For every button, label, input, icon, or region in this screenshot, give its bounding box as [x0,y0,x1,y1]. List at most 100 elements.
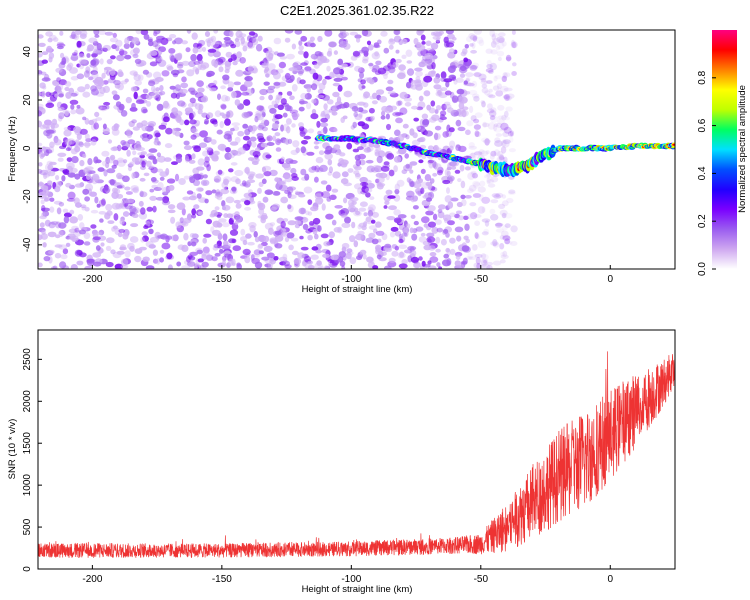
heatmap-noise-cell [398,38,404,46]
heatmap-noise-cell [187,254,193,260]
heatmap-noise-cell [57,157,64,162]
heatmap-noise-cell [499,209,508,216]
heatmap-noise-cell [497,118,505,125]
heatmap-noise-cell [217,169,223,175]
heatmap-noise-cell [233,81,241,86]
heatmap-noise-cell [218,56,226,63]
heatmap-noise-cell [426,197,432,202]
heatmap-noise-cell [191,111,196,118]
heatmap-noise-cell [224,63,231,71]
heatmap-noise-cell [480,150,489,157]
heatmap-noise-cell [204,198,209,204]
heatmap-noise-cell [374,51,379,57]
heatmap-noise-cell [86,173,91,180]
heatmap-noise-cell [425,40,432,47]
heatmap-noise-cell [342,115,348,120]
heatmap-noise-cell [488,94,496,99]
heatmap-noise-cell [300,92,308,100]
heatmap-noise-cell [473,72,482,77]
heatmap-noise-cell [463,235,469,240]
heatmap-noise-cell [485,150,490,155]
x-tick-label: -50 [474,574,489,585]
heatmap-noise-cell [97,30,107,35]
heatmap-noise-cell [429,256,439,263]
heatmap-noise-cell [275,94,283,101]
heatmap-noise-cell [39,169,49,176]
heatmap-noise-cell [106,210,113,216]
heatmap-noise-cell [84,265,93,269]
heatmap-noise-cell [388,169,395,177]
heatmap-noise-cell [428,221,436,228]
heatmap-noise-cell [368,44,374,51]
heatmap-noise-cell [406,68,415,76]
heatmap-noise-cell [204,156,210,163]
heatmap-noise-cell [131,119,137,124]
heatmap-noise-cell [53,139,62,146]
heatmap-noise-cell [486,59,492,66]
heatmap-noise-cell [114,182,123,186]
heatmap-noise-cell [337,58,344,66]
heatmap-noise-cell [131,37,140,45]
heatmap-noise-cell [101,160,110,167]
heatmap-noise-cell [356,255,363,261]
heatmap-noise-cell [363,147,372,153]
heatmap-noise-cell [140,106,148,114]
heatmap-noise-cell [473,118,480,124]
heatmap-noise-cell [242,45,248,52]
heatmap-noise-cell [503,116,510,121]
heatmap-noise-cell [341,222,351,228]
heatmap-noise-cell [427,260,432,265]
heatmap-noise-cell [142,108,149,114]
heatmap-noise-cell [462,106,469,111]
heatmap-noise-cell [201,261,209,268]
heatmap-noise-cell [80,204,87,209]
heatmap-noise-cell [504,110,509,118]
heatmap-noise-cell [162,100,169,109]
heatmap-noise-cell [153,130,161,138]
y-tick-label: -20 [22,189,33,204]
heatmap-noise-cell [355,173,361,178]
heatmap-noise-cell [431,226,439,234]
heatmap-noise-cell [472,172,478,179]
heatmap-noise-cell [355,158,362,167]
heatmap-noise-cell [116,193,124,199]
heatmap-noise-cell [90,209,99,214]
heatmap-noise-cell [197,59,204,64]
heatmap-noise-cell [384,200,390,206]
heatmap-noise-cell [413,117,420,122]
heatmap-noise-cell [305,210,310,216]
heatmap-noise-cell [79,159,85,167]
heatmap-noise-cell [282,253,288,260]
heatmap-noise-cell [192,173,202,179]
heatmap-noise-cell [390,105,397,111]
heatmap-noise-cell [45,91,52,98]
heatmap-noise-cell [306,87,311,93]
heatmap-noise-cell [234,220,239,225]
heatmap-noise-cell [213,30,219,34]
heatmap-noise-cell [176,261,182,267]
heatmap-noise-cell [428,70,436,78]
heatmap-noise-cell [503,72,511,78]
heatmap-noise-cell [237,130,245,137]
heatmap-noise-cell [57,115,63,122]
heatmap-noise-cell [390,226,399,232]
heatmap-noise-cell [257,124,265,131]
heatmap-noise-cell [321,191,330,199]
heatmap-noise-cell [131,172,136,179]
heatmap-noise-cell [481,231,489,236]
heatmap-noise-cell [96,43,102,51]
heatmap-noise-cell [420,168,426,175]
heatmap-noise-cell [447,162,452,170]
heatmap-noise-cell [234,136,241,144]
heatmap-noise-cell [353,111,359,118]
heatmap-noise-cell [74,227,80,233]
y-tick-label: 1000 [22,474,33,497]
heatmap-noise-cell [202,237,207,244]
heatmap-noise-cell [467,213,475,220]
heatmap-noise-cell [255,43,263,52]
heatmap-noise-cell [464,223,470,231]
heatmap-noise-cell [208,37,214,41]
heatmap-noise-cell [468,145,477,150]
heatmap-noise-cell [331,188,339,193]
